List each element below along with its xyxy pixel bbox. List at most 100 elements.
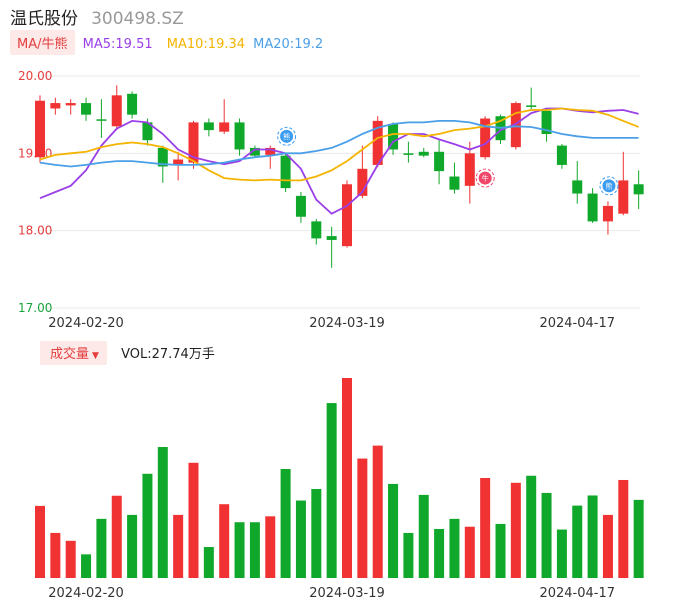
candle-body [434, 151, 445, 172]
volume-bar [342, 378, 352, 578]
x-tick-label: 2024-04-17 [539, 586, 615, 601]
ma20-value: MA20:19.2 [253, 37, 324, 52]
sell-signal-icon [280, 129, 294, 143]
volume-bar [265, 516, 276, 578]
candle-body [111, 95, 122, 127]
candle-body [602, 205, 613, 222]
volume-value: VOL:27.74万手 [121, 347, 215, 362]
candle-body [265, 147, 276, 155]
volume-legend: 成交量 ▼ VOL:27.74万手 [40, 341, 215, 365]
candle-body [480, 118, 491, 158]
volume-indicator-selector[interactable]: 成交量 ▼ [40, 341, 107, 365]
volume-bar [510, 482, 521, 578]
buy-signal-label: 牛 [482, 174, 489, 183]
volume-bar [50, 532, 61, 578]
stock-code: 300498.SZ [91, 9, 184, 29]
buy-signal-ring [475, 168, 495, 188]
title-row: 温氏股份 300498.SZ [10, 4, 184, 29]
volume-bar [65, 540, 76, 578]
candle-body [342, 184, 352, 247]
sell-signal-label: 熊 [283, 132, 290, 141]
ma5-value: MA5:19.51 [82, 37, 153, 52]
sell-signal-icon [602, 179, 616, 193]
candle-body [372, 120, 383, 165]
candle-body [295, 195, 306, 217]
volume-bar [280, 468, 291, 578]
candle-body [157, 147, 168, 167]
y-tick-label: 18.00 [18, 224, 52, 238]
candle-body [127, 93, 138, 115]
volume-bar [96, 518, 107, 578]
volume-bar [449, 518, 460, 578]
candle-body [249, 147, 260, 156]
volume-bar [326, 403, 337, 578]
candle-body [418, 151, 429, 156]
volume-bar [157, 447, 168, 578]
volume-bar [388, 483, 399, 578]
candle-body [234, 122, 245, 150]
volume-bar [35, 505, 45, 578]
ma20-line [39, 120, 639, 168]
candle-body [142, 122, 153, 141]
volume-bar [480, 478, 491, 578]
candle-body [403, 153, 414, 155]
volume-bar [602, 514, 613, 578]
volume-bar [464, 526, 475, 578]
candle-body [326, 236, 337, 240]
volume-bar [556, 529, 567, 578]
ma10-line [39, 107, 639, 182]
candle-body [618, 180, 629, 214]
ma-legend: MA/牛熊 MA5:19.51 MA10:19.34 MA20:19.2 [10, 30, 324, 55]
volume-bar [495, 523, 506, 578]
candle-body [81, 103, 92, 115]
volume-bar [111, 495, 122, 578]
candle-body [203, 122, 214, 131]
candle-body [65, 103, 76, 106]
volume-bar [173, 514, 184, 578]
volume-bar [418, 494, 429, 578]
stock-name: 温氏股份 [10, 9, 78, 29]
candle-body [464, 153, 475, 186]
candle-body [280, 155, 291, 189]
candle-body [510, 103, 521, 148]
sell-signal-ring [599, 176, 619, 196]
ma10-value: MA10:19.34 [166, 37, 246, 52]
x-tick-label: 2024-04-17 [539, 316, 615, 331]
candle-body [541, 110, 552, 134]
volume-bar [234, 522, 245, 578]
volume-bar [541, 492, 552, 578]
volume-bar [357, 458, 368, 578]
candle-body [357, 168, 368, 196]
buy-signal-icon [478, 171, 492, 185]
candle-body [587, 193, 598, 222]
volume-bar [311, 488, 322, 578]
volume-bar [572, 505, 583, 578]
x-tick-label: 2024-02-20 [48, 316, 124, 331]
volume-bar [526, 475, 537, 578]
candle-body [188, 122, 199, 163]
candle-body [311, 221, 322, 239]
x-tick-label: 2024-02-20 [48, 586, 124, 601]
volume-bar [434, 528, 445, 578]
volume-bar [633, 499, 644, 578]
volume-bar [403, 532, 414, 578]
volume-bar [203, 547, 214, 578]
sell-signal-ring [277, 126, 297, 146]
ma-indicator-selector[interactable]: MA/牛熊 [10, 30, 75, 55]
candle-body [50, 103, 61, 109]
x-tick-label: 2024-03-19 [309, 586, 385, 601]
candle-body [526, 105, 537, 107]
candle-body [219, 122, 230, 132]
volume-bar [127, 514, 138, 578]
candle-body [96, 119, 107, 121]
volume-bar [188, 462, 199, 578]
volume-tag-label: 成交量 [50, 347, 90, 362]
volume-bar [295, 500, 306, 578]
candle-body [633, 184, 644, 195]
candle-body [572, 180, 583, 194]
candle-body [388, 123, 399, 150]
y-tick-label: 20.00 [18, 69, 52, 83]
candle-body [173, 159, 184, 165]
volume-bar [249, 522, 260, 578]
